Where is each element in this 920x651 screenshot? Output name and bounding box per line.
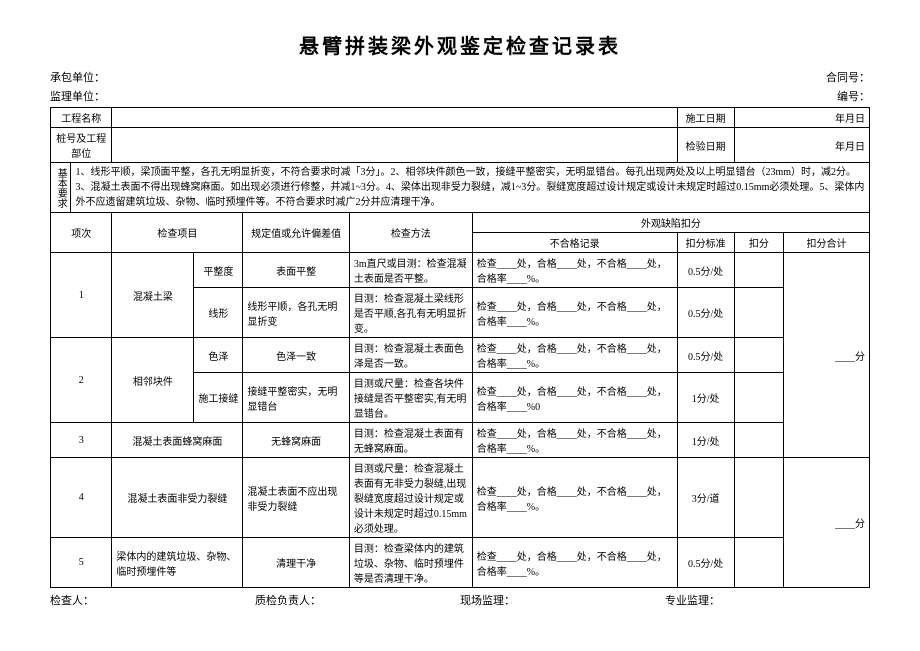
pro-sup-label: 专业监理：: [665, 592, 870, 608]
row2-sub0-name: 色泽: [194, 338, 243, 373]
row2-no: 2: [51, 338, 112, 423]
project-name-label: 工程名称: [51, 108, 112, 128]
row3-record: 检查____处，合格____处，不合格____处，合格率____%。: [472, 423, 677, 458]
row2-sub0-deductstd: 0.5分/处: [677, 338, 734, 373]
th-item-no: 项次: [51, 213, 112, 253]
project-name-value: [112, 108, 677, 128]
row4-item: 混凝土表面非受力裂缝: [112, 458, 243, 538]
row4-total: ____分: [783, 458, 869, 588]
info-row-1: 工程名称 施工日期 年月日: [51, 108, 870, 128]
row3-std: 无蜂窝麻面: [243, 423, 349, 458]
row1-sub1-deductstd: 0.5分/处: [677, 288, 734, 338]
row2-sub1-record: 检查____处，合格____处，不合格____处，合格率____%0: [472, 373, 677, 423]
site-sup-label: 现场监理：: [460, 592, 665, 608]
table-row: 1 混凝土梁 平整度 表面平整 3m直尺或目测：检查混凝土表面是否平整。 检查_…: [51, 253, 870, 288]
row4-method: 目测或尺量：检查混凝土表面有无非受力裂缝,出现裂缝宽度超过设计规定或设计未规定时…: [349, 458, 472, 538]
row5-std: 清理干净: [243, 538, 349, 588]
checker-label: 检查人：: [50, 592, 255, 608]
pile-part-label: 桩号及工程部位: [51, 128, 112, 163]
th-deduct-total: 扣分合计: [783, 233, 869, 253]
serial-no-label: 编号：: [837, 88, 870, 104]
row2-sub1-std: 接缝平整密实，无明显错台: [243, 373, 349, 423]
row1-sub1-method: 目测：检查混凝土梁线形是否平顺,各孔有无明显折变。: [349, 288, 472, 338]
inspection-table: 工程名称 施工日期 年月日 桩号及工程部位 检验日期 年月日 基本要求 1、线形…: [50, 107, 870, 588]
contract-no-label: 合同号：: [826, 69, 870, 85]
row2-sub1-name: 施工接缝: [194, 373, 243, 423]
row1-sub1-std: 线形平顺，各孔无明显折变: [243, 288, 349, 338]
row5-deduct: [734, 538, 783, 588]
row1-sub0-deductstd: 0.5分/处: [677, 253, 734, 288]
table-row: 5 梁体内的建筑垃圾、杂物、临时预埋件等 清理干净 目测：检查梁体内的建筑垃圾、…: [51, 538, 870, 588]
row1-sub0-method: 3m直尺或目测：检查混凝土表面是否平整。: [349, 253, 472, 288]
row1-no: 1: [51, 253, 112, 338]
row5-deductstd: 0.5分/处: [677, 538, 734, 588]
table-row: 4 混凝土表面非受力裂缝 混凝土表面不应出现非受力裂缝 目测或尺量：检查混凝土表…: [51, 458, 870, 538]
table-row: 2 相邻块件 色泽 色泽一致 目测：检查混凝土表面色泽是否一致。 检查____处…: [51, 338, 870, 373]
row5-method: 目测：检查梁体内的建筑垃圾、杂物、临时预埋件等是否清理干净。: [349, 538, 472, 588]
row3-no: 3: [51, 423, 112, 458]
footer-row: 检查人： 质检负责人： 现场监理： 专业监理：: [50, 592, 870, 608]
th-std-value: 规定值或允许偏差值: [243, 213, 349, 253]
row2-sub1-method: 目测或尺量：检查各块件接缝是否平整密实,有无明显错台。: [349, 373, 472, 423]
row5-no: 5: [51, 538, 112, 588]
row1-sub1-record: 检查____处，合格____处，不合格____处，合格率____%。: [472, 288, 677, 338]
th-fail-record: 不合格记录: [472, 233, 677, 253]
row2-sub0-record: 检查____处，合格____处，不合格____处，合格率____%。: [472, 338, 677, 373]
page-title: 悬臂拼装梁外观鉴定检查记录表: [50, 30, 870, 59]
row2-sub0-std: 色泽一致: [243, 338, 349, 373]
header-row-2: 监理单位： 编号：: [50, 88, 870, 104]
row1-sub0-std: 表面平整: [243, 253, 349, 288]
inspect-date-value: 年月日: [734, 128, 869, 163]
row4-deductstd: 3分/道: [677, 458, 734, 538]
th-check-method: 检查方法: [349, 213, 472, 253]
thead-row-1: 项次 检查项目 规定值或允许偏差值 检查方法 外观缺陷扣分: [51, 213, 870, 233]
row1-sub0-name: 平整度: [194, 253, 243, 288]
row4-deduct: [734, 458, 783, 538]
pile-part-value: [112, 128, 677, 163]
th-appearance-defect: 外观缺陷扣分: [472, 213, 869, 233]
basic-req-content: 1、线形平顺，梁顶面平整，各孔无明显折变，不符合要求时减「3分」。2、相邻块件颜…: [71, 163, 870, 213]
row4-record: 检查____处，合格____处，不合格____处，合格率____%。: [472, 458, 677, 538]
contractor-label: 承包单位：: [50, 69, 105, 85]
header-row-1: 承包单位： 合同号：: [50, 69, 870, 85]
row3-method: 目测：检查混凝土表面有无蜂窝麻面。: [349, 423, 472, 458]
basic-req-row: 基本要求 1、线形平顺，梁顶面平整，各孔无明显折变，不符合要求时减「3分」。2、…: [51, 163, 870, 213]
row1-sub1-deduct: [734, 288, 783, 338]
qc-head-label: 质检负责人：: [255, 592, 460, 608]
table-row: 3 混凝土表面蜂窝麻面 无蜂窝麻面 目测：检查混凝土表面有无蜂窝麻面。 检查__…: [51, 423, 870, 458]
row1-sub0-deduct: [734, 253, 783, 288]
th-deduct: 扣分: [734, 233, 783, 253]
row2-sub1-deductstd: 1分/处: [677, 373, 734, 423]
row2-item: 相邻块件: [112, 338, 194, 423]
row1-sub0-record: 检查____处，合格____处，不合格____处，合格率____%。: [472, 253, 677, 288]
inspect-date-label: 检验日期: [677, 128, 734, 163]
row2-sub0-method: 目测：检查混凝土表面色泽是否一致。: [349, 338, 472, 373]
th-deduct-std: 扣分标准: [677, 233, 734, 253]
row5-record: 检查____处，合格____处，不合格____处，合格率____%。: [472, 538, 677, 588]
row1-sub1-name: 线形: [194, 288, 243, 338]
row3-deduct: [734, 423, 783, 458]
th-check-item: 检查项目: [112, 213, 243, 253]
supervisor-label: 监理单位：: [50, 88, 105, 104]
info-row-2: 桩号及工程部位 检验日期 年月日: [51, 128, 870, 163]
row4-no: 4: [51, 458, 112, 538]
row3-item: 混凝土表面蜂窝麻面: [112, 423, 243, 458]
row2-sub1-deduct: [734, 373, 783, 423]
row1-total: ____分: [783, 253, 869, 458]
basic-req-label: 基本要求: [51, 163, 71, 213]
row1-item: 混凝土梁: [112, 253, 194, 338]
row4-std: 混凝土表面不应出现非受力裂缝: [243, 458, 349, 538]
row2-sub0-deduct: [734, 338, 783, 373]
row3-deductstd: 1分/处: [677, 423, 734, 458]
construct-date-value: 年月日: [734, 108, 869, 128]
row5-item: 梁体内的建筑垃圾、杂物、临时预埋件等: [112, 538, 243, 588]
construct-date-label: 施工日期: [677, 108, 734, 128]
